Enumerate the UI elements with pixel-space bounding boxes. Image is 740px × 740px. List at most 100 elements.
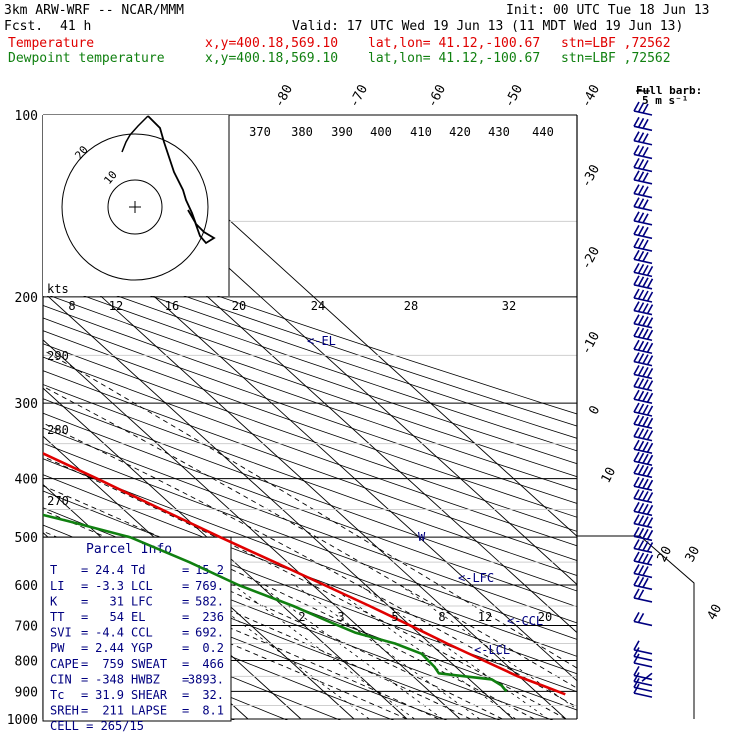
wind-barb <box>633 539 654 554</box>
hodograph-ring <box>61 133 209 281</box>
parcel-label: CAPE <box>50 657 79 671</box>
mixing-ratio-label: 20 <box>232 299 246 313</box>
parcel-value: 769. <box>195 579 224 593</box>
theta-label: 420 <box>449 125 471 139</box>
parcel-label: EL <box>131 610 145 624</box>
isotherm-line <box>43 242 567 720</box>
theta-label: 380 <box>291 125 313 139</box>
isotherm-line <box>43 435 355 720</box>
wind-barb <box>633 263 654 278</box>
parcel-value: 3893. <box>188 672 224 686</box>
theta-label: 280 <box>47 423 69 437</box>
wind-barb <box>633 365 654 380</box>
model-title: 3km ARW-WRF -- NCAR/MMM <box>4 3 185 18</box>
parcel-value: 759 <box>102 657 124 671</box>
dry-adiabat-line <box>43 330 577 518</box>
sounding-profiles <box>43 451 566 696</box>
wind-barb <box>633 288 654 303</box>
wind-barb <box>633 414 654 429</box>
wind-barb <box>633 427 654 442</box>
mixing-ratio-label: 24 <box>311 299 325 313</box>
isotherm-label: -70 <box>347 82 371 110</box>
dry-adiabat-line <box>43 343 577 532</box>
isotherm-line <box>43 387 408 720</box>
dry-adiabat-line <box>43 398 577 592</box>
mixing-ratio-label: 8 <box>438 610 445 624</box>
parcel-label: PW <box>50 641 65 655</box>
mixing-ratio-label: 12 <box>478 610 492 624</box>
isotherm-label: 10 <box>599 465 620 486</box>
temperature-station: stn=LBF ,72562 <box>561 36 671 51</box>
dewpoint-station: stn=LBF ,72562 <box>561 51 671 66</box>
parcel-label: YGP <box>131 641 153 655</box>
mixing-ratio-label: 20 <box>538 610 552 624</box>
forecast-hour: 41 h <box>60 19 92 34</box>
parcel-value: 2.44 <box>95 641 124 655</box>
mixing-ratio-label: 5 <box>391 610 398 624</box>
dry-adiabat-line <box>43 234 577 415</box>
dry-adiabat-line <box>43 442 577 640</box>
parcel-value: 32. <box>202 688 224 702</box>
hodograph-trace <box>121 115 149 153</box>
parcel-cell: CELL = 265/15 <box>50 719 144 733</box>
level-marker-label: <-EL <box>307 334 336 348</box>
wind-barb <box>633 326 654 342</box>
wind-barb <box>633 575 653 591</box>
wind-barb <box>633 301 654 316</box>
mixing-ratio-line <box>359 584 549 720</box>
wind-barb <box>633 158 653 173</box>
parcel-label: K <box>50 594 58 608</box>
parcel-equals: = <box>182 594 189 608</box>
dry-adiabat-line <box>43 412 577 608</box>
parcel-label: SVI <box>50 626 72 640</box>
parcel-equals: = <box>81 610 88 624</box>
isotherm-label: 20 <box>655 544 676 565</box>
parcel-equals: = <box>81 657 88 671</box>
parcel-label: LI <box>50 579 64 593</box>
wind-barb <box>633 564 653 579</box>
level-marker-label: <-LFC <box>458 571 494 585</box>
wind-barb <box>633 101 653 116</box>
dry-adiabat-line <box>43 257 577 439</box>
hodograph-ring <box>107 179 163 235</box>
isotherm-line <box>43 339 461 720</box>
parcel-value: 31 <box>110 594 124 608</box>
theta-label: 370 <box>249 125 271 139</box>
isotherm-label: -50 <box>502 82 526 110</box>
wind-barb <box>633 314 654 329</box>
parcel-label: LAPSE <box>131 704 167 718</box>
mixing-ratio-label: 16 <box>165 299 179 313</box>
theta-label: 410 <box>410 125 432 139</box>
wind-barb <box>633 249 653 265</box>
temperature-xy: x,y=400.18,569.10 <box>205 36 339 51</box>
parcel-value: 24.4 <box>95 563 124 577</box>
isotherm-label: -40 <box>579 82 603 110</box>
wind-barb <box>633 451 654 466</box>
mixing-ratio-label: 28 <box>404 299 418 313</box>
parcel-label: SWEAT <box>131 657 167 671</box>
isotherm-line <box>43 291 514 720</box>
pressure-tick-label: 200 <box>15 291 38 306</box>
parcel-label: Td <box>131 563 145 577</box>
wind-barb <box>641 672 653 682</box>
parcel-equals: = <box>81 688 88 702</box>
dry-adiabat-line <box>43 304 577 491</box>
dry-adiabat-line <box>43 427 577 624</box>
theta-label: 440 <box>532 125 554 139</box>
wind-barb <box>633 224 653 240</box>
parcel-value: 582. <box>195 594 224 608</box>
dry-adiabat-line <box>43 579 395 720</box>
mixing-ratio-label: 2 <box>298 610 305 624</box>
dry-adiabat-line <box>43 292 577 478</box>
wind-barb <box>633 489 654 504</box>
parcel-label: HWBZ <box>131 672 160 686</box>
dry-adiabat-line <box>43 598 341 720</box>
equilibrium-marker: W <box>418 530 426 544</box>
moist-adiabat-line <box>43 349 577 669</box>
theta-label: 270 <box>47 494 69 508</box>
pressure-tick-label: 500 <box>15 531 38 546</box>
parcel-value: 54 <box>110 610 124 624</box>
dry-adiabat-line <box>43 458 577 657</box>
